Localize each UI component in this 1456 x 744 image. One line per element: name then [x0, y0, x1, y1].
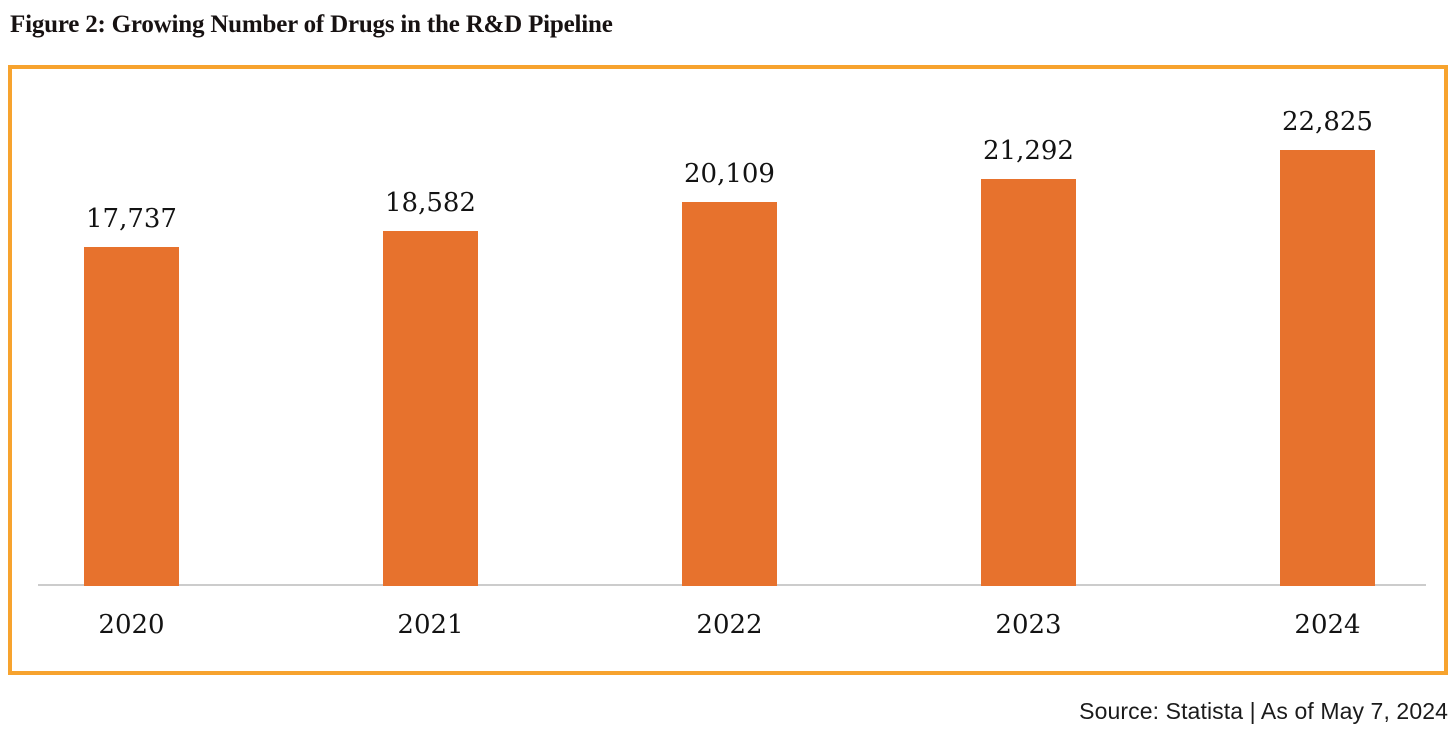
x-axis-label: 2022 — [696, 610, 763, 640]
bar-column: 17,737 — [84, 204, 179, 586]
chart-frame: 17,737 18,582 20,109 21,292 22,825 2020 2021 2… — [8, 65, 1448, 675]
bar — [383, 231, 478, 586]
bar — [84, 247, 179, 586]
bar-value-label: 17,737 — [86, 204, 177, 234]
bar-value-label: 21,292 — [983, 136, 1074, 166]
x-axis-label: 2021 — [397, 610, 464, 640]
x-axis-label: 2020 — [98, 610, 165, 640]
x-axis-label: 2023 — [995, 610, 1062, 640]
bar-chart-plot-area: 17,737 18,582 20,109 21,292 22,825 — [12, 69, 1444, 586]
bar-column: 18,582 — [383, 188, 478, 586]
bar-column: 21,292 — [981, 136, 1076, 586]
bar — [1280, 150, 1375, 586]
x-axis-label: 2024 — [1294, 610, 1361, 640]
bar-value-label: 20,109 — [684, 159, 775, 189]
bar-column: 22,825 — [1280, 107, 1375, 586]
bar — [981, 179, 1076, 586]
bar-column: 20,109 — [682, 159, 777, 586]
x-axis-labels-row: 2020 2021 2022 2023 2024 — [12, 586, 1444, 640]
source-note: Source: Statista | As of May 7, 2024 — [1079, 698, 1448, 724]
bar — [682, 202, 777, 586]
bar-value-label: 22,825 — [1282, 107, 1373, 137]
figure-title: Figure 2: Growing Number of Drugs in the… — [10, 11, 613, 38]
bar-value-label: 18,582 — [385, 188, 476, 218]
